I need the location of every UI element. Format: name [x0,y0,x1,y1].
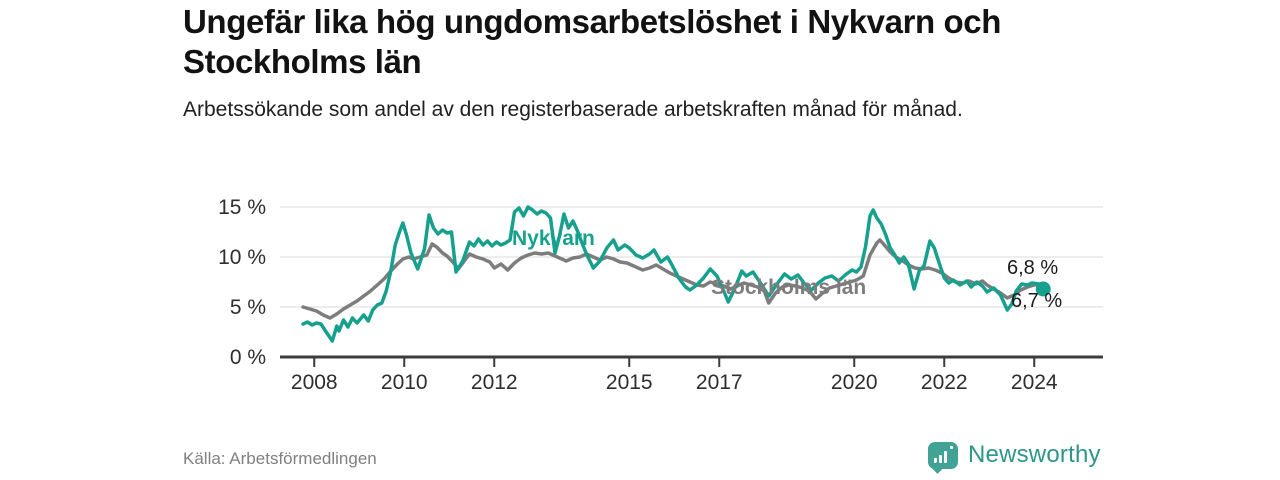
x-tick-label: 2008 [291,371,338,394]
newsworthy-wordmark: Newsworthy [968,441,1101,468]
y-tick-label: 0 % [230,346,266,369]
series-label-stockholms-lan: Stockholms län [711,276,867,299]
x-tick-label: 2010 [381,371,428,394]
bar-chart-pin-icon [928,441,958,469]
bar-chart-pin-icon-dot [949,445,953,449]
bar-chart-pin-icon-bar [934,457,937,463]
series-line-nykvarn [301,205,1046,343]
x-tick-label: 2022 [921,371,968,394]
chart-subtitle: Arbetssökande som andel av den registerb… [183,98,963,121]
x-tick-label: 2017 [696,371,743,394]
x-tick-label: 2012 [471,371,518,394]
y-tick-label: 15 % [218,196,266,219]
x-tick-label: 2020 [831,371,878,394]
newsworthy-logo: Newsworthy [928,441,1101,469]
end-dot-nykvarn [1035,281,1051,297]
y-tick-label: 5 % [230,296,266,319]
bar-chart-pin-icon-bar [944,450,947,463]
end-value-label-nykvarn: 6,8 % [1007,257,1059,279]
end-value-label-stockholms-lan: 6,7 % [1011,290,1063,312]
series-label-nykvarn: Nykvarn [512,227,595,250]
bar-chart-pin-icon-bar [939,454,942,463]
series-line-stockholms-l-n [301,238,1046,320]
source-note: Källa: Arbetsförmedlingen [183,449,377,468]
x-tick-label: 2024 [1011,371,1058,394]
page-title: Ungefär lika hög ungdomsarbetslöshet i N… [183,3,1002,80]
x-tick-label: 2015 [606,371,653,394]
y-tick-label: 10 % [218,246,266,269]
